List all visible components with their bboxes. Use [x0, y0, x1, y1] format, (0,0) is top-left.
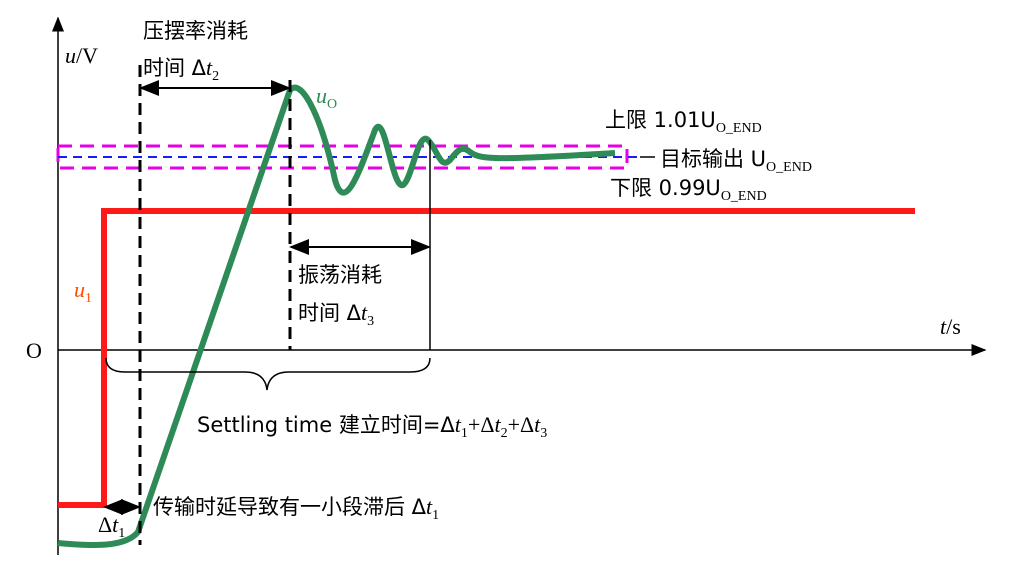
ringing-label: 时间 Δt3	[298, 300, 374, 329]
delay-label: 传输时延导致有一小段滞后 Δt1	[153, 494, 439, 523]
brace	[105, 357, 431, 391]
slew-label: 时间 Δt2	[143, 55, 219, 84]
delta1-label: Δt1	[98, 512, 125, 541]
slew-label: 压摆率消耗	[143, 19, 248, 43]
target-label: 目标输出 UO_END	[660, 147, 812, 175]
input-signal	[58, 208, 915, 508]
output-signal	[57, 84, 616, 549]
lower-label: 下限 0.99UO_END	[610, 176, 767, 204]
origin-label: O	[26, 338, 42, 363]
upper-label: 上限 1.01UO_END	[605, 108, 762, 136]
x-axis-label: t/s	[940, 314, 961, 339]
ringing-label: 振荡消耗	[298, 263, 382, 287]
y-axis-label: u/V	[65, 43, 98, 68]
settling-label: Settling time 建立时间=Δt1+Δt2+Δt3	[197, 412, 547, 441]
input-label: u1	[74, 277, 92, 306]
output-label: uO	[316, 83, 337, 112]
